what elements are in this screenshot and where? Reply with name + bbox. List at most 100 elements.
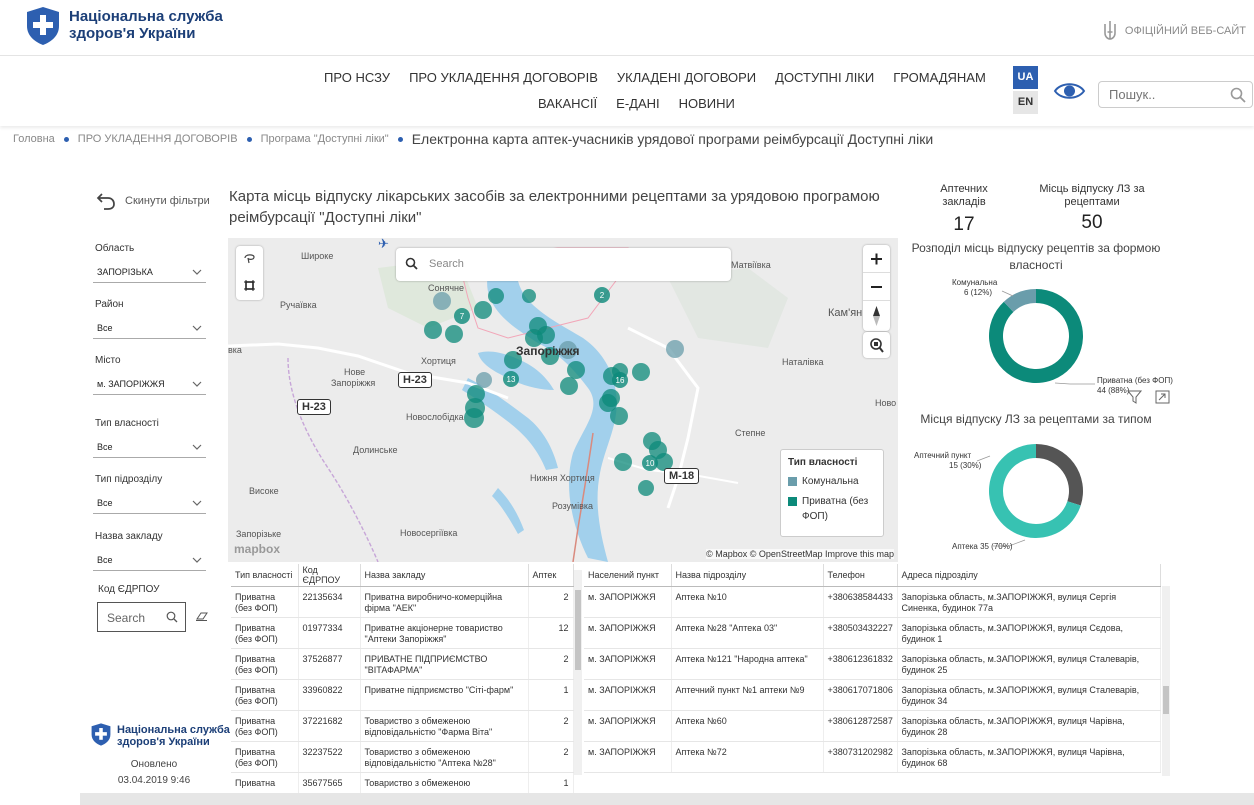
pharmacy-marker[interactable] <box>610 407 628 425</box>
eye-icon[interactable] <box>1053 81 1086 101</box>
breadcrumb-section[interactable]: ПРО УКЛАДЕННЯ ДОГОВОРІВ <box>77 133 238 145</box>
nav-item-novyny[interactable]: НОВИНИ <box>678 96 735 111</box>
pidrozdil-select[interactable]: Все <box>93 493 206 514</box>
pharmacy-marker[interactable] <box>476 372 492 388</box>
table-row[interactable]: Приватна (без ФОП) 37526877 ПРИВАТНЕ ПІДПР… <box>231 648 574 680</box>
focus-mode-icon[interactable] <box>1155 390 1170 404</box>
scrollbar-thumb[interactable] <box>575 590 581 670</box>
table-row[interactable]: Приватна (без ФОП) 33960822 Приватне підпр… <box>231 679 574 711</box>
search-icon[interactable] <box>1230 87 1246 103</box>
map-attribution[interactable]: © Mapbox © OpenStreetMap Improve this ma… <box>706 549 894 559</box>
map-zoom-to-data-button[interactable] <box>863 332 890 358</box>
cluster-marker[interactable] <box>642 455 658 471</box>
pharmacy-marker[interactable] <box>614 453 632 471</box>
col-header-address[interactable]: Адреса підрозділу <box>897 564 1161 587</box>
zaklad-select[interactable]: Все <box>93 550 206 571</box>
cluster-marker[interactable] <box>454 308 470 324</box>
pharmacy-marker[interactable] <box>655 453 673 471</box>
legend-item-private[interactable]: Приватна (без ФОП) <box>788 494 876 524</box>
branches-table-scrollbar[interactable] <box>1162 586 1170 776</box>
nav-item-hromadianam[interactable]: ГРОМАДЯНАМ <box>893 70 986 85</box>
pharmacy-marker[interactable] <box>488 288 504 304</box>
compass-icon <box>873 306 880 326</box>
col-header-locality[interactable]: Населений пункт <box>584 564 672 587</box>
table-cell: Запорізька область, м.ЗАПОРІЖЖЯ, вулиця … <box>897 586 1161 618</box>
pharmacy-marker[interactable] <box>541 347 559 365</box>
nav-item-vakansii[interactable]: ВАКАНСІЇ <box>538 96 598 111</box>
compass-button[interactable] <box>863 301 890 331</box>
col-header-name[interactable]: Назва закладу <box>360 564 529 587</box>
box-select-icon[interactable] <box>243 279 256 292</box>
pharmacy-marker[interactable] <box>602 389 620 407</box>
lasso-icon[interactable] <box>243 252 256 265</box>
pharmacy-marker[interactable] <box>559 341 577 359</box>
vlasnist-select[interactable]: Все <box>93 437 206 458</box>
col-header-phone[interactable]: Телефон <box>823 564 898 587</box>
type-donut-chart[interactable] <box>985 440 1087 542</box>
table-row[interactable]: м. ЗАПОРІЖЖЯ Аптека №72 +380731202982 Запор… <box>584 741 1161 773</box>
donut-slice-0[interactable] <box>1036 444 1083 506</box>
pharmacy-marker[interactable] <box>474 301 492 319</box>
nav-item-pro-ukladannia[interactable]: ПРО УКЛАДЕННЯ ДОГОВОРІВ <box>409 70 598 85</box>
rayon-select[interactable]: Все <box>93 318 206 339</box>
pharmacy-marker[interactable] <box>666 340 684 358</box>
lang-ua-button[interactable]: UA <box>1013 66 1038 89</box>
donut-slice-1[interactable] <box>989 444 1081 538</box>
pharmacy-marker[interactable] <box>467 385 485 403</box>
pharmacy-marker[interactable] <box>424 321 442 339</box>
table-row[interactable]: Приватна (без ФОП) 22135634 Приватна вироб… <box>231 586 574 618</box>
breadcrumb-program[interactable]: Програма "Доступні ліки" <box>260 133 389 145</box>
zoom-out-button[interactable] <box>863 273 890 301</box>
pharmacy-marker[interactable] <box>529 317 547 335</box>
eraser-icon[interactable] <box>196 611 208 621</box>
table-row[interactable]: Приватна (без ФОП) 01977334 Приватне акціо… <box>231 617 574 649</box>
cluster-marker[interactable] <box>594 287 610 303</box>
col-header-ownership[interactable]: Тип власності <box>231 564 299 587</box>
table-row[interactable]: м. ЗАПОРІЖЖЯ Аптека №121 "Народна аптека"… <box>584 648 1161 680</box>
col-header-branch-name[interactable]: Назва підрозділу <box>671 564 824 587</box>
edrpou-search-box[interactable]: Search <box>97 602 186 632</box>
table-row[interactable]: м. ЗАПОРІЖЖЯ Аптека №10 +380638584433 Запор… <box>584 586 1161 618</box>
pharmacy-marker[interactable] <box>638 480 654 496</box>
map-search-box[interactable]: Search <box>396 248 731 281</box>
nav-item-pro-nszu[interactable]: ПРО НСЗУ <box>324 70 391 85</box>
scrollbar-thumb[interactable] <box>1163 686 1169 714</box>
nav-item-e-dani[interactable]: Е-ДАНІ <box>616 96 660 111</box>
col-header-edrpou[interactable]: Код ЄДРПОУ <box>298 564 361 587</box>
pharmacy-marker[interactable] <box>433 292 451 310</box>
pharmacy-marker[interactable] <box>560 377 578 395</box>
nav-item-dostupni-liky[interactable]: ДОСТУПНІ ЛІКИ <box>775 70 875 85</box>
table-row[interactable]: м. ЗАПОРІЖЖЯ Аптека №28 "Аптека 03" +38050… <box>584 617 1161 649</box>
site-logo-text[interactable]: Національна служба здоров'я України <box>69 8 223 42</box>
pharmacy-marker[interactable] <box>522 289 536 303</box>
ownership-donut-chart[interactable] <box>985 285 1087 387</box>
site-search-input[interactable] <box>1109 82 1229 107</box>
table-row[interactable]: м. ЗАПОРІЖЖЯ Аптека №60 +380612872587 Запор… <box>584 710 1161 742</box>
pharmacy-marker[interactable] <box>504 351 522 369</box>
col-header-count[interactable]: Аптек <box>528 564 574 587</box>
pharmacy-marker[interactable] <box>632 363 650 381</box>
zoom-in-button[interactable] <box>863 245 890 273</box>
pharmacy-marker[interactable] <box>567 361 585 379</box>
filter-icon[interactable] <box>1127 390 1142 404</box>
mapbox-logo[interactable]: mapbox <box>234 542 281 556</box>
cluster-marker[interactable] <box>612 372 628 388</box>
lang-en-button[interactable]: EN <box>1013 91 1038 114</box>
nav-item-ukladeni-dohovory[interactable]: УКЛАДЕНІ ДОГОВОРИ <box>616 70 757 85</box>
pharmacy-marker[interactable] <box>445 325 463 343</box>
donut-slice-0[interactable] <box>989 289 1083 383</box>
table-row[interactable]: Приватна (без ФОП) 32237522 Товариство з о… <box>231 741 574 773</box>
pharmacy-map[interactable]: 2 7 13 16 10 Широке Ручаївка Сонячне Матвіїв… <box>228 238 898 562</box>
cluster-marker[interactable] <box>503 371 519 387</box>
table-row[interactable]: Приватна (без ФОП) 37221682 Товариство з о… <box>231 710 574 742</box>
table-row[interactable]: м. ЗАПОРІЖЖЯ Аптечний пункт №1 аптеки №9 +… <box>584 679 1161 711</box>
legend-item-communal[interactable]: Комунальна <box>788 474 876 489</box>
misto-select[interactable]: м. ЗАПОРІЖЖЯ <box>93 374 206 395</box>
oblast-select[interactable]: ЗАПОРІЗЬКА <box>93 262 206 283</box>
breadcrumb-home[interactable]: Головна <box>13 133 55 145</box>
pharmacy-marker[interactable] <box>464 408 484 428</box>
donut-slice-1[interactable] <box>1003 289 1036 312</box>
reset-filters-button[interactable]: Скинути фільтри <box>96 191 210 211</box>
institutions-table-scrollbar[interactable] <box>574 570 582 775</box>
nszu-shield-icon[interactable] <box>26 6 60 46</box>
